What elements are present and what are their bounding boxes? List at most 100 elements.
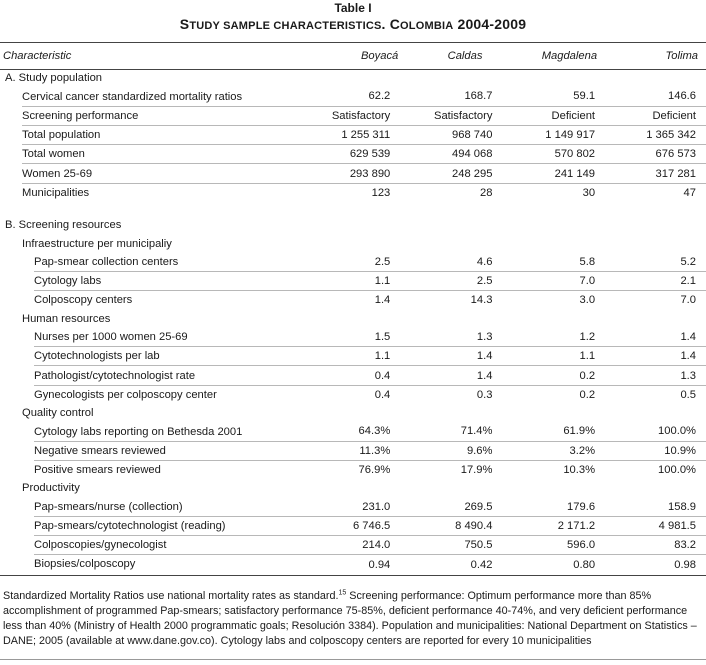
cell-caldas: 28 [480,186,493,199]
cell-caldas: 2.5 [400,271,511,292]
table-row: Women 25-69 293 890 248 295 241 149 317 281 [0,163,706,184]
group-row: Quality control [0,404,706,422]
cell-caldas: 14.3 [470,294,493,307]
title-part: . C [381,16,401,32]
row-label: Productivity [22,482,80,495]
row-label: Colposcopies/gynecologist [34,536,243,556]
group-row: Human resources [0,310,706,328]
cell-tolima: 317 281 [607,163,706,184]
cell-magdalena: 1.1 [510,346,608,367]
row-label-cell: Screening performance [0,106,243,126]
cell-magdalena: 570 802 [510,144,608,165]
cell-magdalena: 61.9% [510,422,608,442]
row-label-cell: Cytology labs [0,271,243,292]
cell-magdalena: 7.0 [510,271,608,292]
cell-magdalena: 3.2% [510,441,608,461]
table-label: Table I [334,1,372,15]
cell-boyaca: 1.1 [242,346,401,367]
row-label-cell: Colposcopies/gynecologist [0,536,243,556]
group-row: Productivity [0,479,706,497]
table-row: Colposcopy centers 1.4 14.3 3.0 7.0 [0,291,706,310]
cell-caldas: 8 490.4 [400,516,511,537]
characteristics-table: Characteristic Boyacá Caldas Magdalena T… [0,43,706,574]
cell-magdalena: 2 171.2 [510,516,608,537]
title-part: S [179,16,190,32]
footnote-text: Standardized Mortality Ratios use nation… [3,590,339,602]
table-row: Cytology labs reporting on Bethesda 2001… [0,422,706,442]
table-row: Cytology labs 1.1 2.5 7.0 2.1 [0,271,706,292]
table-row: Pap-smears/cytotechnologist (reading) 6 7… [0,516,706,537]
row-label-cell: Cytology labs reporting on Bethesda 2001 [0,422,243,442]
table-row: Biopsies/colposcopy 0.94 0.42 0.80 0.98 [0,555,706,574]
cell-boyaca: 231.0 [242,497,401,517]
cell-boyaca: 214.0 [242,535,401,556]
row-label-cell: Human resources [0,310,706,328]
table-row: Pap-smears/nurse (collection) 231.0 269.5 1… [0,497,706,517]
row-label: Total women [22,145,243,165]
footnote-ref: 15 [338,589,347,597]
table-row: Cervical cancer standardized mortality r… [0,87,706,107]
header-caldas: Caldas [447,50,483,62]
cell-magdalena: 59.1 [510,87,608,107]
cell-tolima: 83.2 [607,535,706,556]
row-label: Nurses per 1000 women 25-69 [34,328,243,348]
cell-boyaca: 2.5 [242,252,401,272]
cell-boyaca: Satisfactory [242,106,401,126]
row-label-cell: Pathologist/cytotechnologist rate [0,366,243,386]
section-row: A. Study population [0,69,706,87]
table-row: Pap-smear collection centers 2.5 4.6 5.8 5.2 [0,252,706,273]
cell-boyaca: 629 539 [242,144,401,165]
header-row: Characteristic Boyacá Caldas Magdalena T… [0,43,706,69]
cell-caldas: 17.9% [460,464,493,477]
table-row: Colposcopies/gynecologist 214.0 750.5 596.0… [0,535,706,556]
row-label: Colposcopy centers [34,294,133,307]
row-label-cell: Positive smears reviewed [0,460,242,479]
table-row: Municipalities 123 28 30 47 [0,183,706,202]
cell-tolima: 100.0% [658,464,696,477]
cell-caldas: 248 295 [400,163,511,184]
cell-caldas: 0.42 [470,558,493,571]
cell-caldas: 1.4 [400,346,511,367]
cell-boyaca: 1.4 [374,294,391,307]
row-label: Cytology labs reporting on Bethesda 2001 [34,423,243,442]
cell-boyaca: 123 [371,186,391,199]
row-label: Cytology labs [34,272,243,292]
cell-caldas: 71.4% [400,422,511,442]
cell-tolima: Deficient [607,106,706,126]
row-label-cell: Nurses per 1000 women 25-69 [0,328,243,348]
cell-magdalena: 0.2 [579,388,596,401]
cell-caldas: 1.4 [400,365,511,386]
table-footnote: Standardized Mortality Ratios use nation… [3,589,703,649]
table-row: Positive smears reviewed 76.9% 17.9% 10.3% 1… [0,460,706,479]
row-label-cell: Total population [0,125,243,146]
cell-magdalena: 5.8 [510,252,608,272]
cell-boyaca: 1.5 [242,327,401,348]
spacer-row [0,202,706,216]
table-row: Cytotechnologists per lab 1.1 1.4 1.1 1.4 [0,346,706,367]
table-row: Negative smears reviewed 11.3% 9.6% 3.2% 10.… [0,441,706,461]
cell-tolima: 0.98 [674,558,696,571]
row-label: Positive smears reviewed [34,463,161,476]
cell-tolima: 5.2 [607,252,706,272]
row-label: Pap-smears/nurse (collection) [34,498,243,517]
row-label: Municipalities [22,186,90,199]
cell-magdalena: 596.0 [510,535,608,556]
top-rule [0,42,706,43]
title-part: 2004-2009 [453,16,527,32]
row-label: Infraestructure per municipaliy [22,237,172,250]
row-label: Pathologist/cytotechnologist rate [34,367,243,386]
cell-boyaca: 11.3% [242,441,401,461]
cell-boyaca: 0.94 [368,558,391,571]
row-label-cell: Pap-smears/cytotechnologist (reading) [0,516,243,536]
row-label-cell: B. Screening resources [0,216,706,234]
cell-boyaca: 293 890 [242,163,401,184]
cell-tolima: 7.0 [680,294,696,307]
cell-tolima: 47 [683,186,696,199]
row-label-cell: Colposcopy centers [0,291,242,310]
cell-magdalena: 10.3% [563,464,596,477]
row-label: Total population [22,126,243,146]
cell-magdalena: Deficient [510,106,608,126]
row-label-cell: Gynecologists per colposcopy center [0,385,242,404]
header-magdalena: Magdalena [541,50,598,62]
cell-tolima: 676 573 [607,144,706,165]
